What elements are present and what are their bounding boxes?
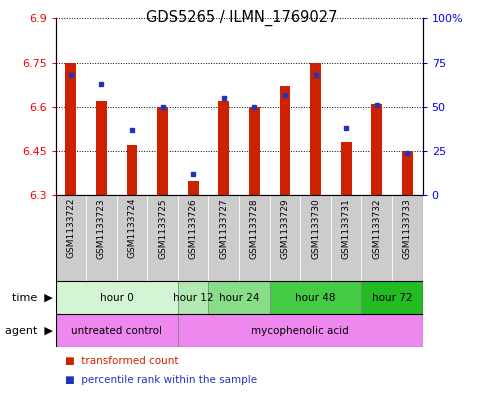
Text: untreated control: untreated control [71,325,162,336]
Bar [402,151,412,195]
Bar [66,63,76,195]
Text: GSM1133725: GSM1133725 [158,198,167,259]
Bar [188,181,199,195]
Bar [300,195,331,281]
Bar [56,281,178,314]
Bar [178,314,423,347]
Bar [56,314,178,347]
Bar [310,63,321,195]
Bar [249,107,260,195]
Text: GSM1133727: GSM1133727 [219,198,228,259]
Bar [117,195,147,281]
Bar [392,195,423,281]
Text: GSM1133728: GSM1133728 [250,198,259,259]
Text: ■  transformed count: ■ transformed count [65,356,179,366]
Text: GSM1133730: GSM1133730 [311,198,320,259]
Text: GSM1133731: GSM1133731 [341,198,351,259]
Bar [280,86,290,195]
Text: mycophenolic acid: mycophenolic acid [251,325,349,336]
Bar [361,281,423,314]
Bar [270,195,300,281]
Bar [127,145,137,195]
Bar [270,281,361,314]
Text: GSM1133722: GSM1133722 [66,198,75,258]
Bar [218,101,229,195]
Text: time  ▶: time ▶ [13,293,53,303]
Bar [178,281,209,314]
Bar [157,107,168,195]
Bar [361,195,392,281]
Text: hour 48: hour 48 [295,293,336,303]
Bar [86,195,117,281]
Bar [96,101,107,195]
Text: hour 12: hour 12 [173,293,213,303]
Text: hour 72: hour 72 [372,293,412,303]
Bar [341,142,352,195]
Text: GSM1133729: GSM1133729 [281,198,289,259]
Bar [178,195,209,281]
Text: GDS5265 / ILMN_1769027: GDS5265 / ILMN_1769027 [146,10,337,26]
Bar [56,195,86,281]
Text: hour 0: hour 0 [100,293,134,303]
Bar [209,281,270,314]
Text: GSM1133726: GSM1133726 [189,198,198,259]
Text: ■  percentile rank within the sample: ■ percentile rank within the sample [65,375,257,386]
Bar [371,104,382,195]
Text: GSM1133732: GSM1133732 [372,198,381,259]
Text: GSM1133723: GSM1133723 [97,198,106,259]
Text: hour 24: hour 24 [219,293,259,303]
Bar [209,195,239,281]
Text: GSM1133724: GSM1133724 [128,198,137,258]
Text: GSM1133733: GSM1133733 [403,198,412,259]
Bar [147,195,178,281]
Text: agent  ▶: agent ▶ [5,325,53,336]
Bar [239,195,270,281]
Bar [331,195,361,281]
